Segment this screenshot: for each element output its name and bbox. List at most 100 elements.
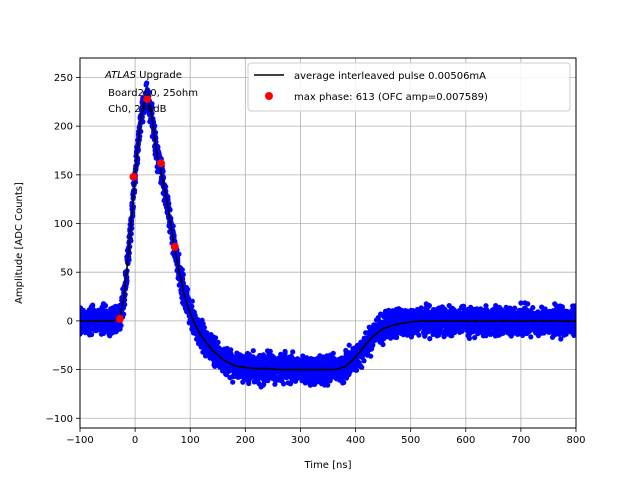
y-axis-label: Amplitude [ADC Counts] <box>14 182 25 304</box>
sample-point <box>459 328 465 334</box>
annotation-line-2: Board260, 25ohm <box>105 88 198 99</box>
y-tick-label: 100 <box>54 219 73 230</box>
sample-point <box>281 381 287 387</box>
x-axis-label: Time [ns] <box>303 460 351 471</box>
sample-point <box>346 342 352 348</box>
max-phase-point <box>143 94 152 103</box>
x-tick-label: 0 <box>132 435 138 446</box>
sample-point <box>246 380 252 387</box>
sample-point <box>201 325 207 331</box>
sample-point <box>341 379 347 386</box>
sample-point <box>368 353 374 359</box>
sample-point <box>90 302 96 308</box>
sample-point <box>528 334 534 340</box>
sample-point <box>466 335 472 341</box>
sample-point <box>290 349 296 355</box>
sample-point <box>89 331 95 338</box>
legend-entry-max-phase: max phase: 613 (OFC amp=0.007589) <box>294 92 488 103</box>
sample-point <box>228 347 234 353</box>
sample-point <box>204 330 210 336</box>
sample-point <box>380 341 386 348</box>
x-tick-label: 700 <box>511 435 530 446</box>
sample-point <box>189 303 195 309</box>
y-tick-label: 0 <box>67 316 73 327</box>
sample-point <box>176 251 182 257</box>
y-tick-label: 50 <box>60 268 73 279</box>
legend-box <box>247 62 571 112</box>
sample-point <box>416 332 422 338</box>
sample-point <box>189 298 195 304</box>
sample-point <box>426 303 432 309</box>
sample-point <box>250 348 256 354</box>
sample-point <box>525 301 531 307</box>
annotation-line-3: Ch0, 270dB <box>105 104 167 115</box>
sample-point <box>572 330 576 336</box>
legend-entry-average: average interleaved pulse 0.00506mA <box>294 71 486 82</box>
sample-point <box>461 303 467 309</box>
sample-point <box>427 336 433 342</box>
sample-point <box>271 355 277 361</box>
x-tick-label: 400 <box>346 435 365 446</box>
sample-point <box>573 321 576 327</box>
sample-point <box>180 271 186 278</box>
x-tick-label: 800 <box>566 435 585 446</box>
sample-point <box>179 267 185 273</box>
x-tick-label: 300 <box>291 435 310 446</box>
legend-red-dot-swatch <box>265 92 273 100</box>
max-phase-point <box>170 242 179 251</box>
sample-point <box>573 314 576 320</box>
sample-point <box>186 295 192 302</box>
sample-point <box>215 339 221 345</box>
x-tick-label: −100 <box>66 435 93 446</box>
y-tick-label: −100 <box>46 414 73 425</box>
sample-point <box>370 342 376 348</box>
plot-data <box>80 80 576 390</box>
sample-point <box>449 333 455 339</box>
y-tick-label: 250 <box>54 73 73 84</box>
sample-point <box>359 364 365 370</box>
max-phase-point <box>157 159 165 168</box>
sample-point <box>230 379 236 385</box>
atlas-annotation: ATLAS Upgrade Board260, 25ohm Ch0, 270dB <box>104 70 198 115</box>
sample-point <box>530 305 536 311</box>
y-tick-label: 150 <box>54 170 73 181</box>
sample-point <box>347 368 353 375</box>
sample-point <box>418 305 424 311</box>
annotation-line-1: ATLAS Upgrade <box>104 70 182 81</box>
sample-point <box>573 306 576 313</box>
sample-point <box>472 335 478 341</box>
x-tick-label: 200 <box>236 435 255 446</box>
sample-point <box>512 305 518 311</box>
sample-point <box>282 350 288 356</box>
x-tick-label: 500 <box>401 435 420 446</box>
x-tick-label: 600 <box>456 435 475 446</box>
sample-point <box>146 89 152 95</box>
y-tick-label: 200 <box>54 122 73 133</box>
max-phase-point <box>115 314 124 323</box>
sample-point <box>184 286 191 292</box>
max-phase-points <box>115 94 179 323</box>
y-tick-label: −50 <box>52 365 73 376</box>
sample-point <box>102 303 109 309</box>
axis-ticks: −100 0 100 200 300 400 500 600 700 800 −100 −50 0 50 1… <box>46 73 586 446</box>
plot-frame <box>79 57 577 429</box>
sample-point <box>361 358 367 364</box>
sample-point <box>140 119 146 125</box>
sample-point <box>144 80 150 86</box>
sample-point <box>87 327 93 333</box>
sample-point <box>518 300 524 306</box>
sample-point <box>394 334 400 341</box>
legend: average interleaved pulse 0.00506mA max … <box>247 62 571 112</box>
x-tick-label: 100 <box>181 435 200 446</box>
max-phase-point <box>129 172 138 181</box>
sample-point <box>558 336 564 342</box>
sample-scatter-band <box>80 80 576 390</box>
sample-point <box>500 330 506 336</box>
annotation-upgrade: Upgrade <box>136 70 182 81</box>
sample-point <box>213 335 219 341</box>
annotation-atlas: ATLAS <box>104 70 137 81</box>
sample-point <box>267 348 273 354</box>
sample-point <box>121 311 127 317</box>
sample-point <box>325 382 331 388</box>
